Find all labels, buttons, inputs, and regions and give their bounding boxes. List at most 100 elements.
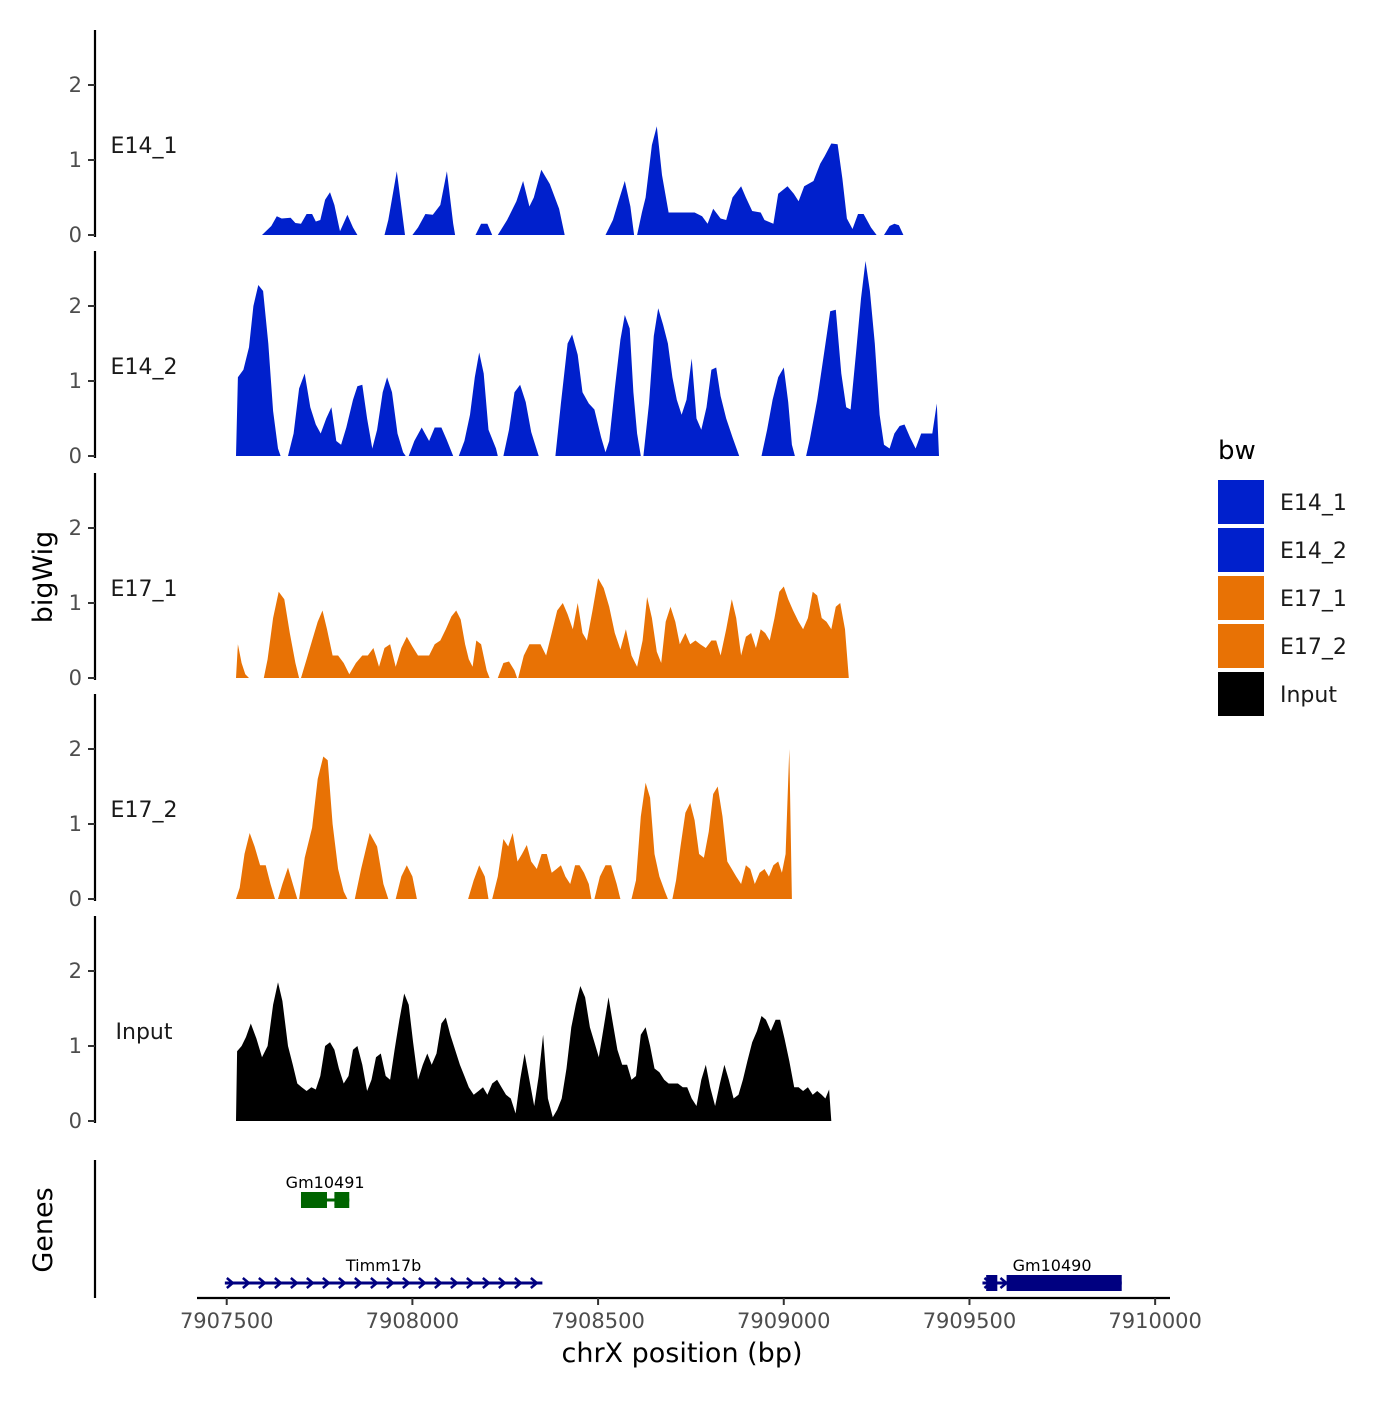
x-axis: 7907500 7908000 7908500 7909000 7909500 79100…: [180, 1296, 1202, 1333]
y-tick-label: 0: [69, 666, 82, 690]
strand-arrow: [274, 1277, 283, 1289]
coverage-area: [594, 865, 621, 899]
coverage-area: [631, 782, 668, 899]
coverage-area: [806, 261, 939, 456]
y-tick-label: 1: [69, 812, 82, 836]
legend-swatch: [1218, 480, 1264, 524]
tracks-layer: 0 1 2 E14_1 0 1 2 E14_2 0 1 2 E17_1 0 1 2 E17_2 0 1 2 Input: [69, 30, 939, 1133]
coverage-area: [299, 756, 348, 899]
coverage-area: [672, 749, 792, 899]
coverage-area: [236, 285, 281, 456]
strand-arrow: [226, 1277, 235, 1289]
strand-arrow: [514, 1277, 523, 1289]
x-axis-title: chrX position (bp): [561, 1338, 802, 1369]
strand-arrow: [498, 1277, 507, 1289]
y-tick-label: 1: [69, 369, 82, 393]
y-tick-label: 0: [69, 1109, 82, 1133]
coverage-area: [761, 367, 795, 456]
y-tick-label: 2: [69, 737, 82, 761]
gene-exon: [1006, 1275, 1122, 1291]
legend-swatch: [1218, 624, 1264, 668]
track-E14_1: 0 1 2 E14_1: [69, 30, 904, 247]
coverage-area: [384, 171, 405, 235]
strand-arrow: [530, 1277, 539, 1289]
legend-swatch: [1218, 528, 1264, 572]
coverage-area: [236, 982, 832, 1121]
coverage-area: [278, 867, 298, 899]
coverage-area: [301, 610, 490, 678]
strand-arrow: [290, 1277, 299, 1289]
strand-arrow: [482, 1277, 491, 1289]
gene-exon: [300, 1192, 327, 1208]
coverage-area: [637, 126, 877, 235]
coverage-area: [555, 315, 641, 456]
coverage-area: [263, 591, 300, 678]
track-label: E14_2: [111, 355, 178, 380]
track-label: E14_1: [111, 134, 178, 159]
coverage-area: [354, 833, 389, 899]
coverage-area: [468, 865, 489, 899]
strand-arrow: [354, 1277, 363, 1289]
track-E17_2: 0 1 2 E17_2: [69, 694, 792, 911]
track-label: Input: [116, 1020, 173, 1045]
coverage-area: [492, 833, 592, 899]
gene-label: Gm10491: [286, 1173, 365, 1192]
track-E14_2: 0 1 2 E14_2: [69, 251, 939, 468]
strand-arrow: [402, 1277, 411, 1289]
y-tick-label: 0: [69, 887, 82, 911]
strand-arrow: [242, 1277, 251, 1289]
coverage-area: [497, 661, 518, 678]
strand-arrow: [258, 1277, 267, 1289]
coverage-area: [518, 578, 849, 678]
track-label: E17_2: [111, 798, 178, 823]
track-E17_1: 0 1 2 E17_1: [69, 473, 849, 690]
gene-Timm17b: Timm17b: [224, 1256, 543, 1289]
track-label: E17_1: [111, 577, 178, 602]
genes-layer: Gm10491 Timm17b Gm10490: [93, 1160, 1122, 1298]
y-tick-label: 2: [69, 959, 82, 983]
legend-swatch: [1218, 672, 1264, 716]
coverage-area: [412, 171, 456, 235]
strand-arrow: [338, 1277, 347, 1289]
coverage-area: [497, 169, 565, 235]
strand-arrow: [450, 1277, 459, 1289]
y-tick-label: 0: [69, 223, 82, 247]
y-tick-label: 0: [69, 444, 82, 468]
coverage-area: [643, 308, 740, 456]
coverage-area: [408, 427, 454, 456]
y-tick-label: 1: [69, 148, 82, 172]
coverage-area: [884, 223, 904, 235]
y-tick-label: 2: [69, 73, 82, 97]
coverage-area: [475, 223, 493, 235]
legend: bw E14_1 E14_2 E17_1 E17_2 Input: [1218, 436, 1347, 716]
strand-arrow: [999, 1277, 1009, 1289]
x-tick-label: 7908500: [551, 1309, 645, 1333]
coverage-area: [458, 352, 498, 456]
y-tick-label: 2: [69, 294, 82, 318]
gene-exon: [334, 1192, 350, 1208]
legend-label: E14_1: [1280, 491, 1347, 516]
legend-label: E17_1: [1280, 587, 1347, 612]
x-tick-label: 7909500: [923, 1309, 1017, 1333]
y-tick-label: 1: [69, 1034, 82, 1058]
x-tick-label: 7910000: [1108, 1309, 1202, 1333]
gene-Gm10490: Gm10490: [982, 1256, 1122, 1291]
x-tick-label: 7907500: [180, 1309, 274, 1333]
track-Input: 0 1 2 Input: [69, 916, 832, 1133]
coverage-area: [236, 644, 249, 678]
strand-arrow: [466, 1277, 475, 1289]
coverage-area: [262, 192, 358, 235]
legend-swatch: [1218, 576, 1264, 620]
strand-arrow: [370, 1277, 379, 1289]
gene-label: Gm10490: [1013, 1256, 1092, 1275]
legend-label: Input: [1280, 683, 1337, 708]
legend-title: bw: [1218, 436, 1256, 466]
coverage-area: [503, 384, 539, 456]
legend-label: E17_2: [1280, 635, 1347, 660]
strand-arrow: [386, 1277, 395, 1289]
gene-Gm10491: Gm10491: [286, 1173, 365, 1208]
legend-label: E14_2: [1280, 539, 1347, 564]
strand-arrow: [322, 1277, 331, 1289]
